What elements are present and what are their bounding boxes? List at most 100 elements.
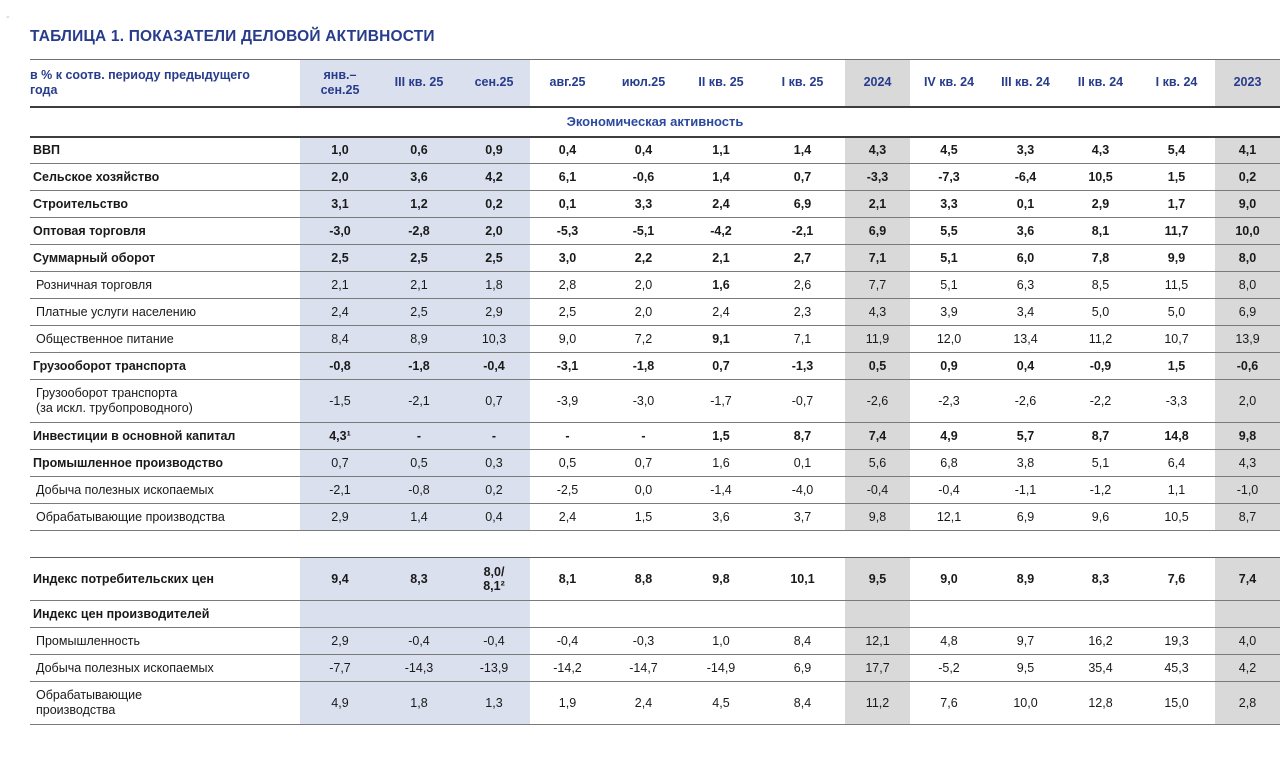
value-cell: -1,5 bbox=[300, 379, 380, 423]
value-cell: -0,4 bbox=[380, 627, 458, 655]
row-label: Обрабатывающие производства bbox=[30, 681, 300, 725]
row-label: Оптовая торговля bbox=[30, 217, 300, 245]
value-cell: 0,4 bbox=[530, 136, 605, 164]
business-activity-table: в % к соотв. периоду предыдущего года ян… bbox=[30, 59, 1280, 725]
col-header: III кв. 25 bbox=[380, 59, 458, 108]
row-label: Суммарный оборот bbox=[30, 244, 300, 272]
value-cell: -1,0 bbox=[1215, 476, 1280, 504]
value-cell: 8,4 bbox=[300, 325, 380, 353]
value-cell: 5,0 bbox=[1138, 298, 1215, 326]
value-cell: 9,9 bbox=[1138, 244, 1215, 272]
value-cell: -2,1 bbox=[300, 476, 380, 504]
value-cell: 6,3 bbox=[988, 271, 1063, 299]
value-cell: 2,7 bbox=[760, 244, 845, 272]
value-cell: 1,8 bbox=[380, 681, 458, 725]
section-gap bbox=[30, 530, 1280, 558]
value-cell: 1,0 bbox=[300, 136, 380, 164]
value-cell: 3,3 bbox=[988, 136, 1063, 164]
value-cell: 0,9 bbox=[910, 352, 988, 380]
value-cell: -0,3 bbox=[605, 627, 682, 655]
value-cell: 4,1 bbox=[1215, 136, 1280, 164]
table-page: ТАБЛИЦА 1. ПОКАЗАТЕЛИ ДЕЛОВОЙ АКТИВНОСТИ… bbox=[30, 28, 1280, 725]
value-cell: 5,7 bbox=[988, 422, 1063, 450]
table-body: Экономическая активность ВВП 1,0 0,6 0,9 0,4 0… bbox=[30, 106, 1280, 725]
value-cell: 0,2 bbox=[458, 190, 530, 218]
value-cell: 4,3 bbox=[845, 298, 910, 326]
value-cell: 3,6 bbox=[682, 503, 760, 531]
table-row: ВВП 1,0 0,6 0,9 0,4 0,4 1,1 1,4 4,3 4,5 3,3 4,3 5,4 4… bbox=[30, 136, 1280, 164]
value-cell bbox=[760, 600, 845, 628]
value-cell bbox=[530, 600, 605, 628]
value-cell: 2,0 bbox=[605, 298, 682, 326]
value-cell: 8,9 bbox=[380, 325, 458, 353]
col-header: 2024 bbox=[845, 59, 910, 108]
value-cell: -0,8 bbox=[380, 476, 458, 504]
table-row: Индекс потребительских цен 9,4 8,3 8,0/ 8,1… bbox=[30, 557, 1280, 601]
value-cell bbox=[380, 600, 458, 628]
value-cell: -3,9 bbox=[530, 379, 605, 423]
value-cell: 4,3 bbox=[1215, 449, 1280, 477]
value-cell: -0,7 bbox=[760, 379, 845, 423]
value-cell: 2,4 bbox=[300, 298, 380, 326]
value-cell: 5,0 bbox=[1063, 298, 1138, 326]
value-cell: 8,7 bbox=[760, 422, 845, 450]
value-cell: 8,3 bbox=[380, 557, 458, 601]
value-cell: 2,0 bbox=[1215, 379, 1280, 423]
value-cell: 5,1 bbox=[910, 244, 988, 272]
value-cell: 2,5 bbox=[300, 244, 380, 272]
value-cell: 14,8 bbox=[1138, 422, 1215, 450]
value-cell: 6,9 bbox=[845, 217, 910, 245]
value-cell: -4,0 bbox=[760, 476, 845, 504]
value-cell: 13,9 bbox=[1215, 325, 1280, 353]
value-cell: 2,8 bbox=[530, 271, 605, 299]
value-cell: 8,9 bbox=[988, 557, 1063, 601]
col-header: II кв. 25 bbox=[682, 59, 760, 108]
value-cell: 8,4 bbox=[760, 627, 845, 655]
value-cell: 2,9 bbox=[458, 298, 530, 326]
value-cell: 7,8 bbox=[1063, 244, 1138, 272]
col-header: I кв. 24 bbox=[1138, 59, 1215, 108]
value-cell: 12,1 bbox=[910, 503, 988, 531]
value-cell: 13,4 bbox=[988, 325, 1063, 353]
value-cell: 0,6 bbox=[380, 136, 458, 164]
value-cell: 3,0 bbox=[530, 244, 605, 272]
value-cell: -14,2 bbox=[530, 654, 605, 682]
value-cell: 0,4 bbox=[458, 503, 530, 531]
value-cell: 0,4 bbox=[605, 136, 682, 164]
value-cell: -14,3 bbox=[380, 654, 458, 682]
value-cell: 9,0 bbox=[910, 557, 988, 601]
value-cell: 1,8 bbox=[458, 271, 530, 299]
value-cell: 0,7 bbox=[605, 449, 682, 477]
value-cell: -3,1 bbox=[530, 352, 605, 380]
value-cell: 1,4 bbox=[760, 136, 845, 164]
value-cell: 1,6 bbox=[682, 449, 760, 477]
value-cell: -14,9 bbox=[682, 654, 760, 682]
value-cell: 10,3 bbox=[458, 325, 530, 353]
value-cell: 9,8 bbox=[1215, 422, 1280, 450]
value-cell: -14,7 bbox=[605, 654, 682, 682]
value-cell: 6,8 bbox=[910, 449, 988, 477]
col-header: июл.25 bbox=[605, 59, 682, 108]
value-cell: -1,3 bbox=[760, 352, 845, 380]
value-cell: 12,1 bbox=[845, 627, 910, 655]
value-cell bbox=[1138, 600, 1215, 628]
value-cell: -1,8 bbox=[605, 352, 682, 380]
value-cell: 2,1 bbox=[682, 244, 760, 272]
value-cell bbox=[1063, 600, 1138, 628]
value-cell: 10,5 bbox=[1063, 163, 1138, 191]
table-header: в % к соотв. периоду предыдущего года ян… bbox=[30, 59, 1280, 108]
table-row: Строительство 3,1 1,2 0,2 0,1 3,3 2,4 6,9 2,1 3,3… bbox=[30, 190, 1280, 218]
value-cell bbox=[910, 600, 988, 628]
value-cell: 3,1 bbox=[300, 190, 380, 218]
value-cell: 4,9 bbox=[300, 681, 380, 725]
value-cell: 45,3 bbox=[1138, 654, 1215, 682]
value-cell: 0,2 bbox=[458, 476, 530, 504]
table-row: Промышленность 2,9 -0,4 -0,4 -0,4 -0,3 1,0 8,4 1… bbox=[30, 627, 1280, 655]
value-cell: 0,9 bbox=[458, 136, 530, 164]
value-cell bbox=[458, 600, 530, 628]
value-cell: 0,4 bbox=[988, 352, 1063, 380]
value-cell: -3,0 bbox=[300, 217, 380, 245]
value-cell: 4,5 bbox=[910, 136, 988, 164]
table-row: Грузооборот транспорта -0,8 -1,8 -0,4 -3,1 -1… bbox=[30, 352, 1280, 380]
value-cell: 3,4 bbox=[988, 298, 1063, 326]
